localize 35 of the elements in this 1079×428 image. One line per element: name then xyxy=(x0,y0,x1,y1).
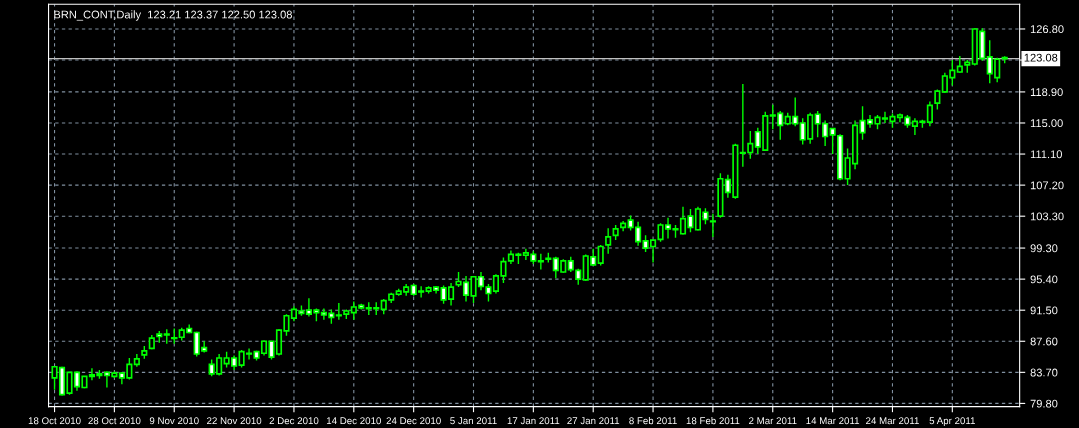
y-tick-label: 115.00 xyxy=(1030,119,1063,128)
x-tick-label: 22 Nov 2010 xyxy=(207,417,262,425)
x-tick-label: 9 Nov 2010 xyxy=(149,417,199,425)
y-tick-label: 126.80 xyxy=(1030,25,1064,34)
y-tick-label: 79.80 xyxy=(1030,399,1058,408)
x-tick-label: 14 Mar 2011 xyxy=(806,417,860,425)
y-tick-label: 107.20 xyxy=(1030,181,1064,190)
candlestick xyxy=(537,252,544,271)
candlestick xyxy=(926,100,933,127)
x-tick-label: 18 Feb 2011 xyxy=(686,417,740,425)
x-tick-label: 28 Oct 2010 xyxy=(88,417,141,425)
x-tick-label: 8 Feb 2011 xyxy=(629,417,677,425)
x-tick-label: 2 Dec 2010 xyxy=(269,417,319,425)
y-tick-label: 99.30 xyxy=(1030,244,1058,253)
candlestick xyxy=(605,227,612,255)
y-tick-label: 103.30 xyxy=(1030,212,1064,221)
candlestick xyxy=(709,213,716,238)
x-tick-label: 14 Dec 2010 xyxy=(326,417,381,425)
x-tick-label: 27 Jan 2011 xyxy=(567,417,620,425)
candlestick xyxy=(597,244,604,267)
text: BRN_CONT,Daily 123.21 123.37 122.50 123.08 xyxy=(54,10,292,21)
x-tick-label: 24 Mar 2011 xyxy=(866,417,919,425)
x-tick-label: 24 Dec 2010 xyxy=(386,417,441,425)
x-tick-label: 2 Mar 2011 xyxy=(749,417,797,425)
y-tick-label: 118.90 xyxy=(1030,88,1063,97)
y-tick-label: 95.40 xyxy=(1030,275,1058,284)
x-tick-label: 5 Jan 2011 xyxy=(450,417,497,425)
y-tick-label: 87.60 xyxy=(1030,337,1058,346)
y-tick-label: 91.50 xyxy=(1030,306,1058,315)
x-tick-label: 17 Jan 2011 xyxy=(507,417,560,425)
x-tick-label: 5 Apr 2011 xyxy=(929,417,976,427)
x-tick-label: 18 Oct 2010 xyxy=(28,417,81,425)
ref-line-label: 123.08 xyxy=(1024,53,1058,62)
y-tick-label: 111.10 xyxy=(1030,150,1062,159)
y-tick-label: 83.70 xyxy=(1030,368,1058,377)
